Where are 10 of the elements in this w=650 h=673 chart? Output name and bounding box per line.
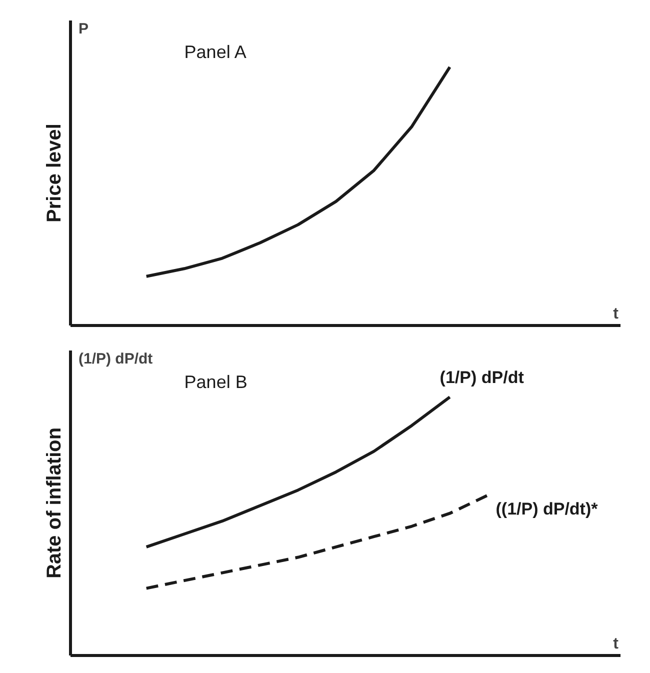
y-axis-title: Price level [44,124,66,222]
chart-title: Panel B [184,372,248,392]
text: (1/P) dP/dt [78,350,153,368]
series-label: (1/P) dP/dt [440,368,524,388]
text: P [78,20,89,38]
y-axis-title: Rate of inflation [44,427,66,579]
annotation: t [613,636,620,652]
chart-title: Panel A [184,42,246,62]
series-label: ((1/P) dP/dt)* [496,500,598,519]
annotation: t [613,306,620,322]
